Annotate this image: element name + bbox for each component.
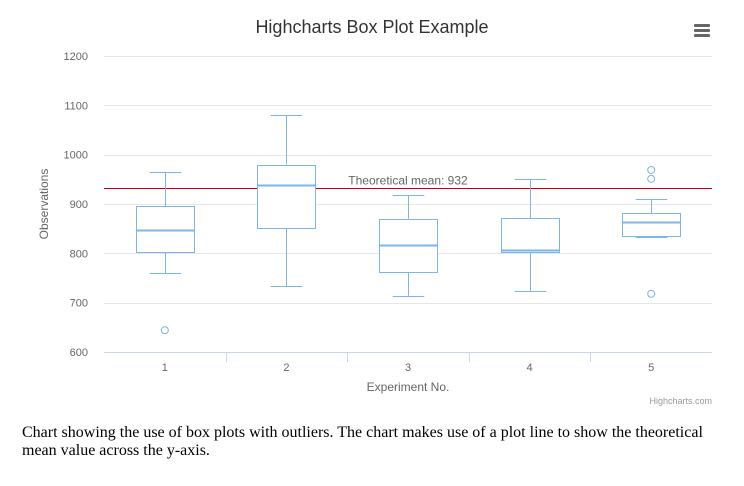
x-tick-label: 2 bbox=[283, 362, 289, 374]
box-plot-item bbox=[257, 115, 316, 287]
x-tick-label: 5 bbox=[648, 362, 654, 374]
x-tick-label: 1 bbox=[162, 362, 168, 374]
x-tick-label: 4 bbox=[527, 362, 533, 374]
box-body bbox=[257, 165, 316, 229]
theoretical-mean-label: Theoretical mean: 932 bbox=[348, 174, 468, 188]
x-axis-title: Experiment No. bbox=[367, 380, 450, 394]
y-tick-label: 1200 bbox=[64, 51, 88, 63]
box-series bbox=[136, 115, 681, 297]
y-tick-label: 600 bbox=[70, 347, 88, 359]
chart-svg: Highcharts Box Plot Example 600 700 800 900… bbox=[37, 17, 716, 406]
chart-container: Highcharts Box Plot Example 600 700 800 900… bbox=[37, 17, 716, 406]
plot-line: Theoretical mean: 932 bbox=[104, 174, 712, 189]
x-axis: 1 2 3 4 5 bbox=[104, 352, 712, 374]
credits-link[interactable]: Highcharts.com bbox=[649, 396, 712, 406]
outlier-point bbox=[647, 174, 656, 183]
menu-icon-bar bbox=[694, 34, 710, 37]
menu-icon-bar bbox=[694, 29, 710, 32]
y-tick-label: 800 bbox=[70, 248, 88, 260]
chart-title: Highcharts Box Plot Example bbox=[255, 17, 488, 37]
y-tick-label: 1100 bbox=[64, 100, 88, 112]
outlier-series bbox=[160, 165, 656, 335]
y-axis-title: Observations bbox=[37, 169, 51, 240]
chart-caption: Chart showing the use of box plots with … bbox=[22, 424, 703, 459]
y-axis-tick-labels: 600 700 800 900 1000 1100 1200 bbox=[64, 51, 88, 359]
box-plot-item bbox=[379, 195, 438, 297]
outlier-point bbox=[647, 165, 656, 174]
y-tick-label: 700 bbox=[70, 298, 88, 310]
box-plot-item bbox=[501, 179, 560, 292]
menu-icon-bar bbox=[694, 24, 710, 27]
box-body bbox=[622, 213, 681, 237]
y-tick-label: 900 bbox=[70, 199, 88, 211]
box-plot-item bbox=[622, 199, 681, 238]
x-tick-label: 3 bbox=[405, 362, 411, 374]
hamburger-menu-icon[interactable] bbox=[688, 17, 716, 43]
y-tick-label: 1000 bbox=[64, 150, 88, 162]
box-plot-item bbox=[136, 171, 195, 274]
box-body bbox=[501, 218, 560, 253]
outlier-point bbox=[647, 289, 656, 298]
outlier-point bbox=[160, 326, 169, 335]
